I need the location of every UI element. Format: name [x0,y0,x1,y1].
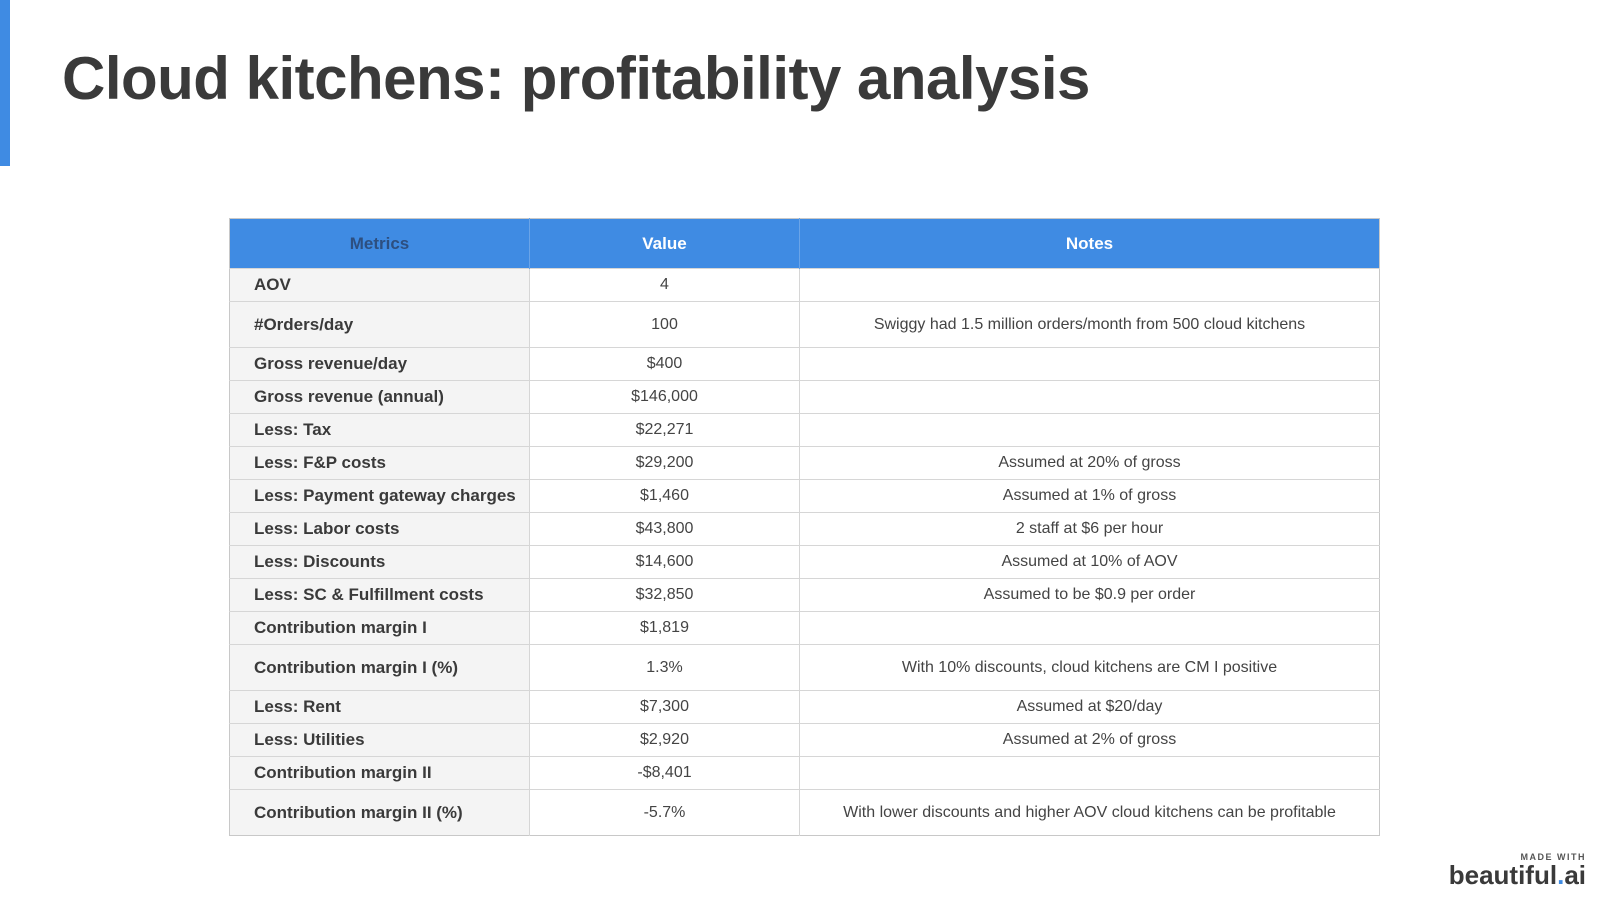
table-row: Less: Labor costs $43,800 2 staff at $6 … [229,512,1380,546]
table-row: Contribution margin II -$8,401 [229,756,1380,790]
value-cell: 4 [529,268,800,302]
value-cell: $146,000 [529,380,800,414]
made-with-label: MADE WITH [1520,852,1586,862]
logo-dot: . [1557,860,1565,890]
note-cell: Assumed at 20% of gross [799,446,1380,480]
table-row: Gross revenue (annual) $146,000 [229,380,1380,414]
note-cell: Assumed at 10% of AOV [799,545,1380,579]
metrics-table-container: Metrics Value Notes AOV 4 #Orders/day 10… [229,218,1380,836]
table-row: AOV 4 [229,268,1380,302]
metric-cell: Less: Rent [229,690,530,724]
header-notes: Notes [799,218,1380,269]
table-row: Less: Rent $7,300 Assumed at $20/day [229,690,1380,724]
metric-cell: AOV [229,268,530,302]
metric-cell: Contribution margin II [229,756,530,790]
table-row: Less: Tax $22,271 [229,413,1380,447]
beautiful-ai-badge: MADE WITH beautiful.ai [1449,852,1586,888]
header-value: Value [529,218,800,269]
note-cell: Swiggy had 1.5 million orders/month from… [799,301,1380,348]
metric-cell: Gross revenue/day [229,347,530,381]
logo-text-main: beautiful [1448,860,1558,890]
metric-cell: Contribution margin II (%) [229,789,530,836]
note-cell: Assumed at $20/day [799,690,1380,724]
metric-cell: Contribution margin I (%) [229,644,530,691]
value-cell: -$8,401 [529,756,800,790]
metric-cell: Less: F&P costs [229,446,530,480]
value-cell: $22,271 [529,413,800,447]
table-row: Less: Utilities $2,920 Assumed at 2% of … [229,723,1380,757]
metric-cell: Gross revenue (annual) [229,380,530,414]
table-row: Contribution margin I (%) 1.3% With 10% … [229,644,1380,691]
value-cell: $1,460 [529,479,800,513]
note-cell: Assumed at 1% of gross [799,479,1380,513]
table-row: Less: F&P costs $29,200 Assumed at 20% o… [229,446,1380,480]
value-cell: $7,300 [529,690,800,724]
value-cell: $43,800 [529,512,800,546]
value-cell: 1.3% [529,644,800,691]
metric-cell: Less: SC & Fulfillment costs [229,578,530,612]
note-cell [799,380,1380,414]
table-row: Less: Payment gateway charges $1,460 Ass… [229,479,1380,513]
header-metrics: Metrics [229,218,530,269]
note-cell [799,413,1380,447]
note-cell: With lower discounts and higher AOV clou… [799,789,1380,836]
slide-title: Cloud kitchens: profitability analysis [62,45,1090,112]
value-cell: 100 [529,301,800,348]
metric-cell: Contribution margin I [229,611,530,645]
table-row: Gross revenue/day $400 [229,347,1380,381]
note-cell: Assumed at 2% of gross [799,723,1380,757]
metric-cell: #Orders/day [229,301,530,348]
beautiful-ai-logo: beautiful.ai [1449,862,1586,888]
accent-bar [0,0,10,166]
table-row: Less: SC & Fulfillment costs $32,850 Ass… [229,578,1380,612]
table-row: Contribution margin II (%) -5.7% With lo… [229,789,1380,836]
value-cell: $29,200 [529,446,800,480]
note-cell [799,756,1380,790]
table-header-row: Metrics Value Notes [229,218,1380,269]
metric-cell: Less: Utilities [229,723,530,757]
metric-cell: Less: Discounts [229,545,530,579]
note-cell: 2 staff at $6 per hour [799,512,1380,546]
metric-cell: Less: Tax [229,413,530,447]
table-row: #Orders/day 100 Swiggy had 1.5 million o… [229,301,1380,348]
note-cell [799,268,1380,302]
value-cell: $32,850 [529,578,800,612]
metric-cell: Less: Payment gateway charges [229,479,530,513]
note-cell [799,611,1380,645]
metrics-table: Metrics Value Notes AOV 4 #Orders/day 10… [229,218,1380,836]
value-cell: $1,819 [529,611,800,645]
note-cell: Assumed to be $0.9 per order [799,578,1380,612]
note-cell: With 10% discounts, cloud kitchens are C… [799,644,1380,691]
value-cell: $14,600 [529,545,800,579]
value-cell: -5.7% [529,789,800,836]
logo-text-suffix: ai [1564,860,1586,890]
note-cell [799,347,1380,381]
table-row: Less: Discounts $14,600 Assumed at 10% o… [229,545,1380,579]
table-row: Contribution margin I $1,819 [229,611,1380,645]
value-cell: $400 [529,347,800,381]
value-cell: $2,920 [529,723,800,757]
metric-cell: Less: Labor costs [229,512,530,546]
